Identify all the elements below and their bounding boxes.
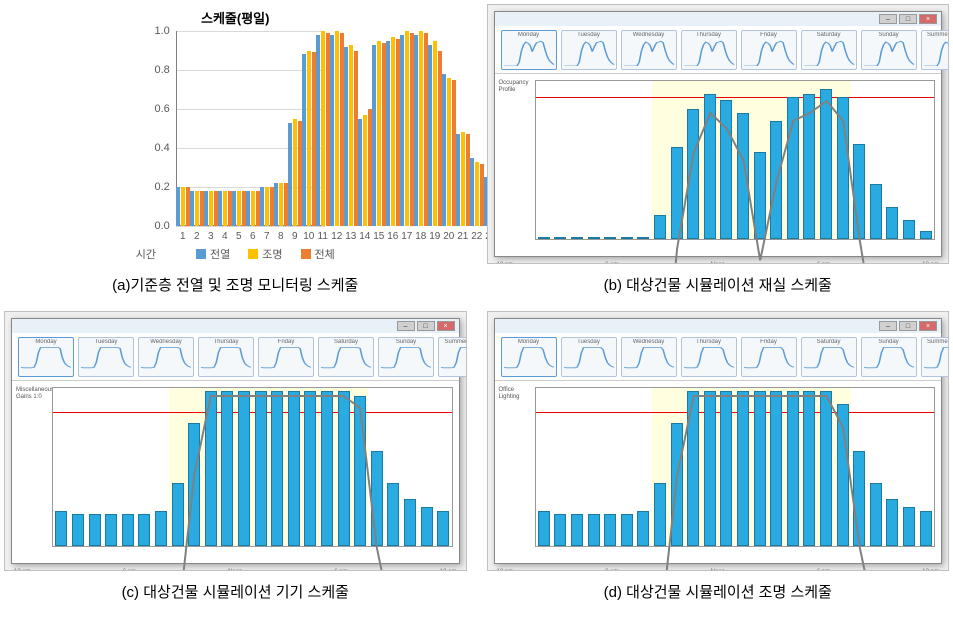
day-tab[interactable]: Saturday bbox=[801, 337, 857, 377]
legend-item: 전체 bbox=[301, 246, 335, 262]
window-c: – □ × MondayTuesdayWednesdayThursdayFrid… bbox=[11, 318, 460, 564]
close-button[interactable]: × bbox=[919, 321, 937, 331]
chart-a-legend-row: 시간 전열 조명 전체 bbox=[136, 244, 335, 264]
close-button[interactable]: × bbox=[437, 321, 455, 331]
chart-b-box: – □ × MondayTuesdayWednesdayThursdayFrid… bbox=[487, 4, 950, 264]
chart-b-plot bbox=[535, 80, 936, 240]
day-tab[interactable]: Tuesday bbox=[561, 30, 617, 70]
day-tab[interactable]: Friday bbox=[741, 337, 797, 377]
day-tab[interactable]: Tuesday bbox=[561, 337, 617, 377]
chart-b-area: Occupancy Profile 12 am6 amNoon6 pm12 am bbox=[495, 74, 942, 256]
minimize-button[interactable]: – bbox=[397, 321, 415, 331]
day-tab[interactable]: Thursday bbox=[681, 30, 737, 70]
minimize-button[interactable]: – bbox=[879, 14, 897, 24]
day-tab[interactable]: Tuesday bbox=[78, 337, 134, 377]
figure-grid: 스케줄(평일) 0.00.20.40.60.81.012345678910111… bbox=[4, 4, 949, 606]
chart-a: 스케줄(평일) 0.00.20.40.60.81.012345678910111… bbox=[136, 4, 335, 264]
chart-c-area: Miscellaneous Gains 1:0 12 am6 amNoon6 p… bbox=[12, 381, 459, 563]
day-tab[interactable]: Summer Design bbox=[921, 337, 950, 377]
window-c-titlebar[interactable]: – □ × bbox=[12, 319, 459, 333]
window-d: – □ × MondayTuesdayWednesdayThursdayFrid… bbox=[494, 318, 943, 564]
caption-d: (d) 대상건물 시뮬레이션 조명 스케줄 bbox=[604, 571, 832, 606]
day-tab[interactable]: Friday bbox=[258, 337, 314, 377]
caption-b: (b) 대상건물 시뮬레이션 재실 스케줄 bbox=[604, 264, 832, 299]
panel-b: – □ × MondayTuesdayWednesdayThursdayFrid… bbox=[487, 4, 950, 299]
chart-a-plot: 0.00.20.40.60.81.01234567891011121314151… bbox=[176, 31, 325, 226]
chart-c-plot bbox=[52, 387, 453, 547]
day-tab[interactable]: Wednesday bbox=[621, 30, 677, 70]
day-tab[interactable]: Sunday bbox=[378, 337, 434, 377]
window-b: – □ × MondayTuesdayWednesdayThursdayFrid… bbox=[494, 11, 943, 257]
window-b-titlebar[interactable]: – □ × bbox=[495, 12, 942, 26]
day-tab[interactable]: Friday bbox=[741, 30, 797, 70]
caption-c: (c) 대상건물 시뮬레이션 기기 스케줄 bbox=[122, 571, 349, 606]
day-tab[interactable]: Saturday bbox=[318, 337, 374, 377]
chart-d-box: – □ × MondayTuesdayWednesdayThursdayFrid… bbox=[487, 311, 950, 571]
chart-a-legend: 전열 조명 전체 bbox=[196, 246, 335, 262]
chart-d-plot bbox=[535, 387, 936, 547]
day-tab[interactable]: Summer Design bbox=[438, 337, 467, 377]
day-tab[interactable]: Sunday bbox=[861, 30, 917, 70]
close-button[interactable]: × bbox=[919, 14, 937, 24]
day-tab[interactable]: Sunday bbox=[861, 337, 917, 377]
minimize-button[interactable]: – bbox=[879, 321, 897, 331]
day-tab[interactable]: Wednesday bbox=[621, 337, 677, 377]
day-tab[interactable]: Saturday bbox=[801, 30, 857, 70]
maximize-button[interactable]: □ bbox=[899, 321, 917, 331]
day-tab[interactable]: Monday bbox=[501, 337, 557, 377]
day-tab[interactable]: Monday bbox=[501, 30, 557, 70]
chart-d-area: Office Lighting 12 am6 amNoon6 pm12 am bbox=[495, 381, 942, 563]
legend-item: 조명 bbox=[248, 246, 282, 262]
window-b-tabs: MondayTuesdayWednesdayThursdayFridaySatu… bbox=[495, 26, 942, 74]
maximize-button[interactable]: □ bbox=[417, 321, 435, 331]
day-tab[interactable]: Wednesday bbox=[138, 337, 194, 377]
chart-b-side-label: Occupancy Profile bbox=[499, 80, 529, 93]
chart-c-box: – □ × MondayTuesdayWednesdayThursdayFrid… bbox=[4, 311, 467, 571]
window-c-tabs: MondayTuesdayWednesdayThursdayFridaySatu… bbox=[12, 333, 459, 381]
window-d-titlebar[interactable]: – □ × bbox=[495, 319, 942, 333]
chart-a-xlabel: 시간 bbox=[136, 246, 156, 262]
window-d-tabs: MondayTuesdayWednesdayThursdayFridaySatu… bbox=[495, 333, 942, 381]
day-tab[interactable]: Monday bbox=[18, 337, 74, 377]
chart-d-side-label: Office Lighting bbox=[499, 387, 529, 400]
panel-a: 스케줄(평일) 0.00.20.40.60.81.012345678910111… bbox=[4, 4, 467, 299]
chart-c-side-label: Miscellaneous Gains 1:0 bbox=[16, 387, 46, 400]
maximize-button[interactable]: □ bbox=[899, 14, 917, 24]
panel-c: – □ × MondayTuesdayWednesdayThursdayFrid… bbox=[4, 311, 467, 606]
day-tab[interactable]: Thursday bbox=[198, 337, 254, 377]
legend-item: 전열 bbox=[196, 246, 230, 262]
day-tab[interactable]: Summer Design bbox=[921, 30, 950, 70]
panel-d: – □ × MondayTuesdayWednesdayThursdayFrid… bbox=[487, 311, 950, 606]
day-tab[interactable]: Thursday bbox=[681, 337, 737, 377]
caption-a: (a)기준층 전열 및 조명 모니터링 스케줄 bbox=[112, 264, 358, 299]
